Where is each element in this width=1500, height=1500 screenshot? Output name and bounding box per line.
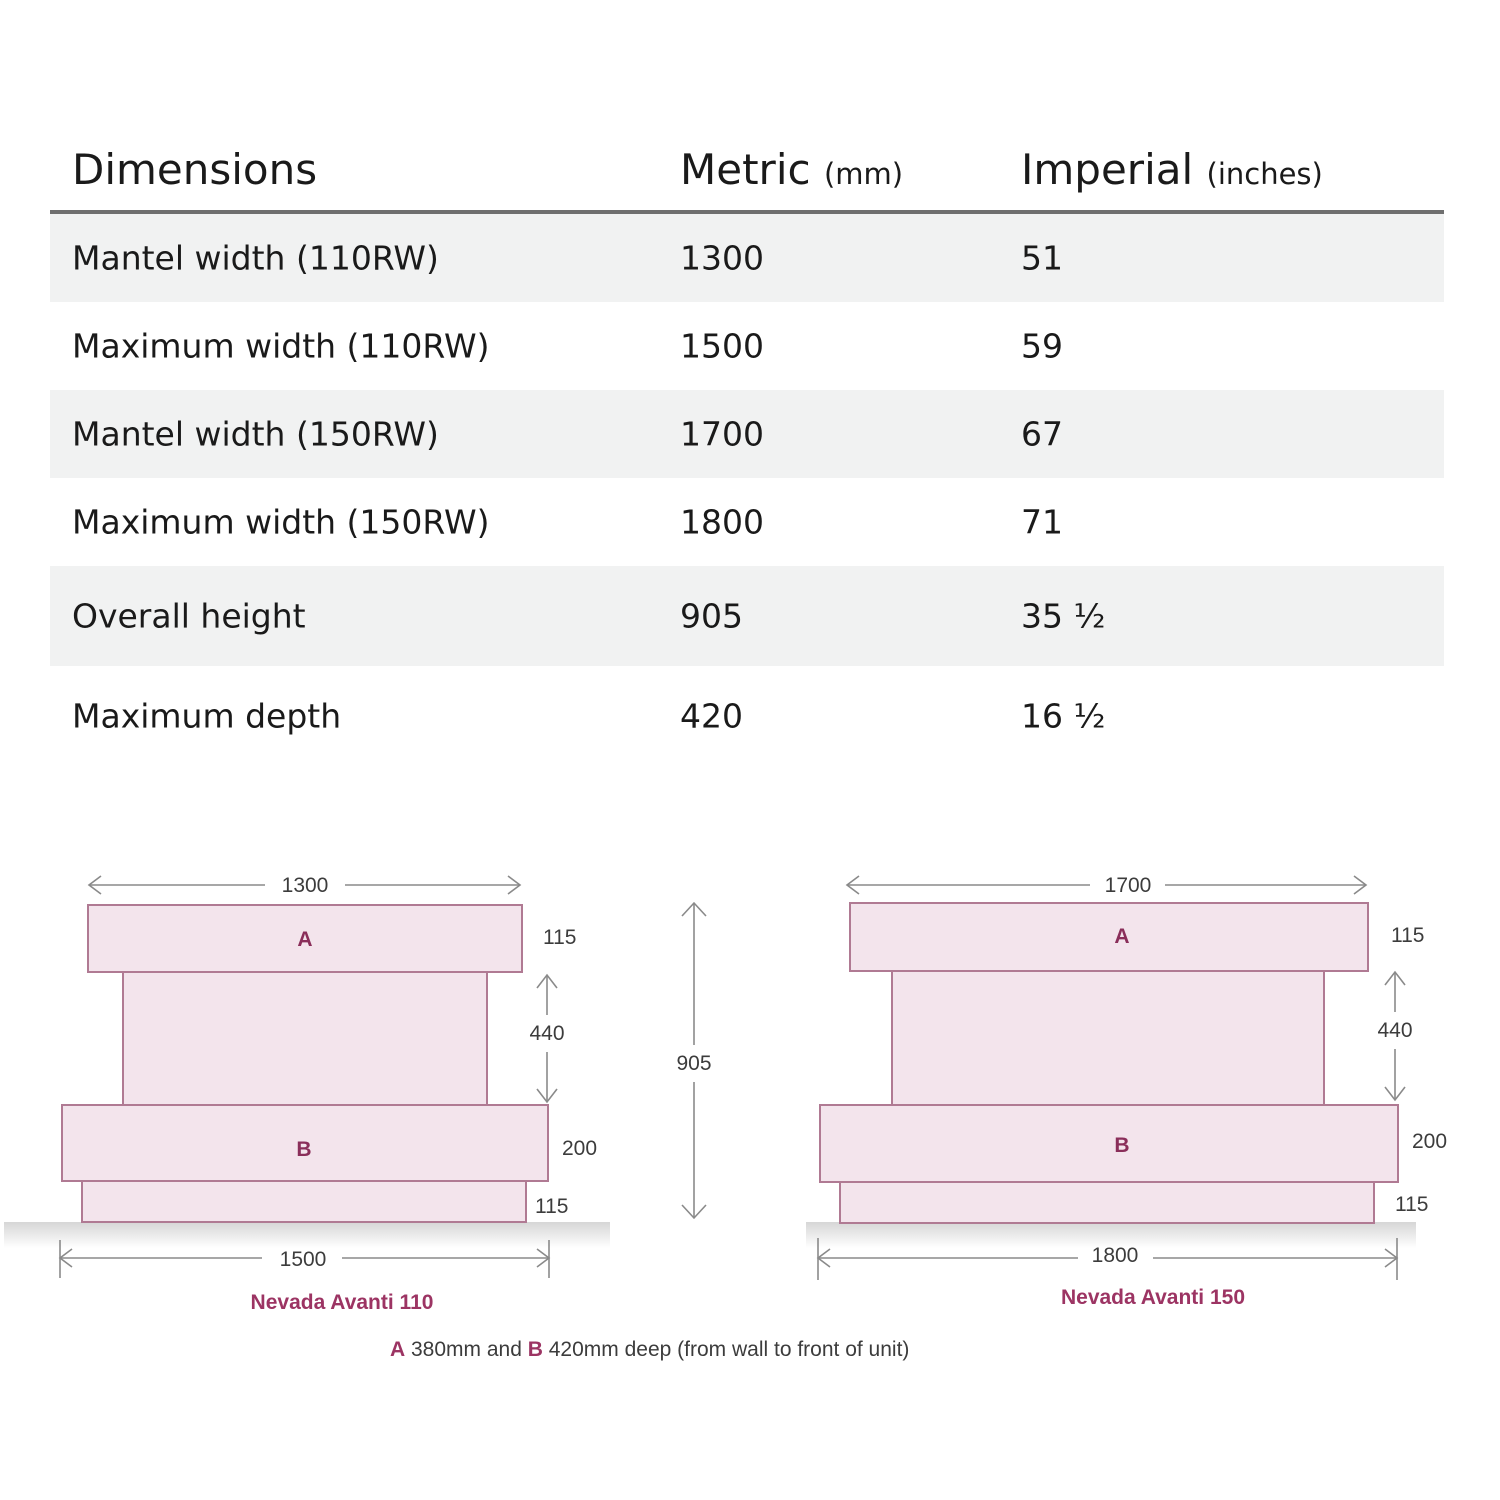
block-b-letter: B (296, 1138, 311, 1161)
row-metric: 1800 (680, 502, 764, 542)
note-b-text: 420mm deep (from wall to front of unit) (542, 1338, 910, 1361)
row-imperial: 51 (1021, 238, 1063, 278)
header-imperial-label: Imperial (1021, 145, 1194, 194)
note-letter-a: A (390, 1338, 406, 1361)
gap-height-dimension: 440 (529, 973, 565, 1104)
block-b-letter: B (1114, 1134, 1129, 1157)
bottom-width-dimension: 1800 (816, 1238, 1399, 1280)
table-row: Overall height 905 35 ½ (50, 566, 1444, 666)
row-imperial: 35 ½ (1021, 597, 1106, 636)
note-a-text: 380mm and (405, 1338, 528, 1361)
fire-body (122, 971, 488, 1106)
header-metric-label: Metric (680, 145, 811, 194)
row-imperial-fraction: ½ (1073, 596, 1106, 636)
row-label: Maximum width (110RW) (72, 326, 490, 366)
dimensions-table: Dimensions Metric (mm) Imperial (inches)… (50, 140, 1444, 766)
header-metric-unit: (mm) (823, 157, 904, 191)
top-width-dimension: 1300 (87, 874, 522, 897)
overall-height-dimension: 905 (676, 901, 712, 1220)
model-name: Nevada Avanti 150 (1061, 1286, 1245, 1309)
bottom-width-label: 1500 (280, 1248, 327, 1271)
floor-shadow (806, 1222, 1416, 1248)
table-row: Mantel width (150RW) 1700 67 (50, 390, 1444, 478)
row-imperial-whole: 16 (1021, 696, 1063, 736)
block-a-letter: A (1114, 925, 1129, 948)
floor-shadow (4, 1222, 610, 1248)
gap-height-label: 440 (1377, 1019, 1412, 1042)
plinth-block (81, 1180, 527, 1223)
bottom-width-dimension: 1500 (58, 1240, 551, 1278)
row-imperial: 67 (1021, 414, 1063, 454)
row-metric: 1500 (680, 326, 764, 366)
header-metric: Metric (mm) (680, 145, 903, 194)
row-label: Mantel width (150RW) (72, 414, 439, 454)
row-imperial: 59 (1021, 326, 1063, 366)
overall-height-label: 905 (676, 1052, 711, 1075)
hearth-block-b (819, 1104, 1399, 1183)
height-top-label: 115 (543, 926, 576, 949)
height-base-label: 115 (1395, 1193, 1428, 1216)
row-metric: 905 (680, 596, 743, 636)
header-imperial: Imperial (inches) (1021, 145, 1323, 194)
mantel-block-a (849, 902, 1369, 972)
top-width-label: 1700 (1105, 874, 1152, 897)
header-imperial-unit: (inches) (1206, 157, 1323, 191)
header-dimensions: Dimensions (72, 145, 318, 194)
row-imperial: 71 (1021, 502, 1063, 542)
fire-body (891, 970, 1325, 1106)
row-metric: 1700 (680, 414, 764, 454)
gap-height-dimension: 440 (1377, 970, 1413, 1102)
height-base-label: 115 (535, 1195, 568, 1218)
bottom-width-label: 1800 (1092, 1244, 1139, 1267)
row-imperial-fraction: ½ (1073, 696, 1106, 736)
gap-height-label: 440 (529, 1022, 564, 1045)
row-label: Overall height (72, 596, 306, 636)
diagram-110: 1300 A B 115 440 200 115 1500 (4, 874, 610, 1314)
row-metric: 1300 (680, 238, 764, 278)
block-a-letter: A (297, 928, 312, 951)
top-width-dimension: 1700 (845, 874, 1368, 897)
row-imperial: 16 ½ (1021, 697, 1106, 736)
row-label: Maximum width (150RW) (72, 502, 490, 542)
plinth-block (839, 1181, 1375, 1224)
diagram-150: 1700 A B 115 440 200 115 1800 Nevada Ava… (806, 874, 1447, 1309)
height-mid-label: 200 (1412, 1130, 1447, 1153)
row-label: Maximum depth (72, 696, 342, 736)
model-name: Nevada Avanti 110 (251, 1291, 434, 1314)
row-label: Mantel width (110RW) (72, 238, 439, 278)
depth-note: A 380mm and B 420mm deep (from wall to f… (390, 1338, 909, 1362)
table-row: Maximum width (110RW) 1500 59 (50, 302, 1444, 390)
table-row: Maximum width (150RW) 1800 71 (50, 478, 1444, 566)
top-width-label: 1300 (282, 874, 329, 897)
mantel-block-a (87, 904, 523, 973)
row-metric: 420 (680, 696, 743, 736)
note-letter-b: B (527, 1338, 543, 1361)
height-top-label: 115 (1391, 924, 1424, 947)
row-imperial-whole: 35 (1021, 596, 1063, 636)
table-row: Mantel width (110RW) 1300 51 (50, 214, 1444, 302)
table-row: Maximum depth 420 16 ½ (50, 666, 1444, 766)
height-mid-label: 200 (562, 1137, 597, 1160)
table-header: Dimensions Metric (mm) Imperial (inches) (50, 140, 1444, 214)
